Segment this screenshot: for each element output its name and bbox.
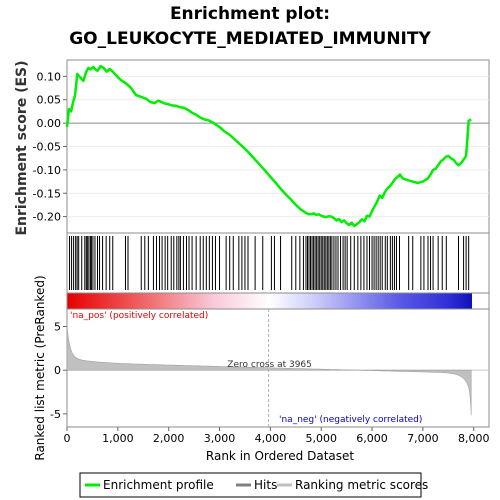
x-tick-label: 3,000 bbox=[204, 432, 236, 445]
ranked-ytick-label: -5 bbox=[50, 408, 61, 421]
ranked-ytick-label: 5 bbox=[54, 320, 61, 333]
x-tick-label: 0 bbox=[64, 432, 71, 445]
x-tick-label: 4,000 bbox=[255, 432, 287, 445]
pos-correlated-label: 'na_pos' (positively correlated) bbox=[70, 311, 208, 321]
enrichment-profile-line bbox=[65, 64, 472, 228]
legend-label-ranking: Ranking metric scores bbox=[295, 478, 428, 492]
ranked-ytick-label: 0 bbox=[54, 364, 61, 377]
ranked-axis-label: Ranked list metric (PreRanked) bbox=[33, 275, 47, 460]
x-tick-label: 6,000 bbox=[356, 432, 388, 445]
x-tick-label: 5,000 bbox=[305, 432, 337, 445]
x-tick-label: 1,000 bbox=[102, 432, 134, 445]
es-ytick-label: 0.00 bbox=[37, 117, 62, 130]
neg-correlated-label: 'na_neg' (negatively correlated) bbox=[279, 415, 422, 425]
ranking-metric-area bbox=[66, 326, 472, 416]
x-tick-label: 2,000 bbox=[153, 432, 185, 445]
es-ytick-label: 0.10 bbox=[37, 70, 62, 83]
hits-panel-frame bbox=[66, 232, 490, 294]
chart-title: Enrichment plot: bbox=[170, 4, 330, 24]
x-tick-label: 8,000 bbox=[458, 432, 490, 445]
es-ytick-label: -0.05 bbox=[33, 141, 61, 154]
es-ytick-label: -0.15 bbox=[33, 187, 61, 200]
x-axis-label: Rank in Ordered Dataset bbox=[206, 449, 354, 463]
es-ytick-label: -0.10 bbox=[33, 164, 61, 177]
chart-subtitle: GO_LEUKOCYTE_MEDIATED_IMMUNITY bbox=[69, 29, 431, 49]
rank-color-bar bbox=[67, 293, 472, 309]
es-axis-label: Enrichment score (ES) bbox=[14, 60, 30, 235]
x-tick-label: 7,000 bbox=[407, 432, 439, 445]
zero-cross-label: Zero cross at 3965 bbox=[227, 360, 312, 370]
es-ytick-label: -0.20 bbox=[33, 211, 61, 224]
es-ytick-label: 0.05 bbox=[37, 94, 62, 107]
legend-label-hits: Hits bbox=[254, 478, 277, 492]
legend-label-enrichment: Enrichment profile bbox=[103, 478, 214, 492]
